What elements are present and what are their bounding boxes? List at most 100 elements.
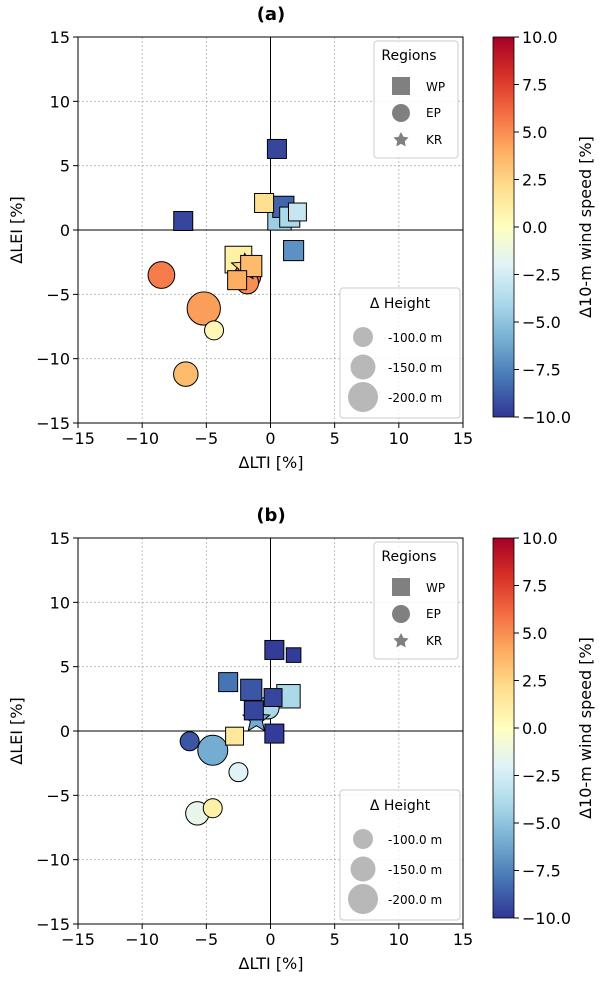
data-point-wp xyxy=(263,688,283,707)
x-tick-label: −5 xyxy=(195,429,219,448)
y-tick-label: 10 xyxy=(50,92,70,111)
legend-label-ep: EP xyxy=(426,106,441,120)
data-point-wp xyxy=(288,202,307,222)
x-tick-label: 10 xyxy=(389,930,409,949)
y-tick-label: −10 xyxy=(36,350,70,369)
legend-label-wp: WP xyxy=(426,581,445,595)
colorbar-label: Δ10-m wind speed [%] xyxy=(576,637,595,819)
x-tick-label: 15 xyxy=(453,429,473,448)
legend-star-marker xyxy=(393,132,409,147)
x-tick-labels: −15 −10 −5 0 5 10 15 xyxy=(61,924,473,949)
y-tick-label: 5 xyxy=(60,157,70,176)
legend-square-marker xyxy=(392,77,410,95)
colorbar-gradient xyxy=(492,537,515,919)
y-axis-label: ΔLEI [%] xyxy=(7,697,26,764)
data-points xyxy=(147,138,307,387)
legend-box xyxy=(373,541,459,660)
x-tick-label: −10 xyxy=(125,930,159,949)
legend-title: Regions xyxy=(381,48,436,64)
colorbar: 10.0 7.5 5.0 2.5 0.0 −2.5 −5.0 −7.5 −10.0 Δ10-m … xyxy=(492,529,595,928)
x-axis-label: ΔLTI [%] xyxy=(239,453,304,472)
x-tick-label: 0 xyxy=(265,429,275,448)
legend-label-kr: KR xyxy=(426,634,442,648)
data-point-ep xyxy=(186,291,221,326)
legend-box xyxy=(373,40,459,159)
colorbar-tick-label: 7.5 xyxy=(522,76,547,95)
colorbar-tick-label: 7.5 xyxy=(522,577,547,596)
data-point-ep xyxy=(204,320,225,341)
legend-size-label: -200.0 m xyxy=(388,391,442,405)
legend-circle-marker xyxy=(392,104,410,122)
colorbar-tick-label: 2.5 xyxy=(522,171,547,190)
data-point-wp xyxy=(240,678,263,701)
colorbar-ticks: 10.0 7.5 5.0 2.5 0.0 −2.5 −5.0 −7.5 −10.0 xyxy=(514,529,571,928)
x-tick-label: 5 xyxy=(330,429,340,448)
legend-regions: Regions WP EP KR xyxy=(373,541,459,660)
y-tick-labels: 15 10 5 0 −5 −10 −15 xyxy=(36,28,78,433)
y-tick-label: 0 xyxy=(60,221,70,240)
data-point-wp xyxy=(285,647,302,663)
legend-label-ep: EP xyxy=(426,607,441,621)
legend-title: Regions xyxy=(381,549,436,565)
legend-size-marker xyxy=(350,354,376,380)
y-tick-label: 15 xyxy=(50,529,70,548)
legend-title: Δ Height xyxy=(370,296,431,312)
colorbar-tick-label: 10.0 xyxy=(522,28,558,47)
panel-label: (b) xyxy=(256,505,285,526)
x-axis-label: ΔLTI [%] xyxy=(239,954,304,973)
legend-star-marker xyxy=(393,633,409,648)
y-axis-label: ΔLEI [%] xyxy=(7,196,26,263)
data-point-wp xyxy=(266,138,287,159)
legend-size-marker xyxy=(350,856,376,882)
panel-b: (b) −15 −10 −5 0 5 10 15 15 10 5 0 −5 −10 −15 ΔLTI [… xyxy=(7,505,595,973)
colorbar-tick-label: 0.0 xyxy=(522,719,547,738)
colorbar-tick-label: 5.0 xyxy=(522,123,547,142)
colorbar-tick-label: −10.0 xyxy=(522,909,571,928)
y-tick-label: −5 xyxy=(46,285,70,304)
data-point-wp xyxy=(173,210,194,231)
legend-size-label: -200.0 m xyxy=(388,893,442,907)
data-point-wp xyxy=(225,726,245,746)
panel-a: (a) −15 −10 −5 0 5 10 15 15 10 5 0 −5 −10 −15 ΔLTI [… xyxy=(7,4,595,472)
y-tick-label: 0 xyxy=(60,722,70,741)
legend-circle-marker xyxy=(392,605,410,623)
legend-height: Δ Height -100.0 m -150.0 m -200.0 m xyxy=(339,789,461,921)
data-point-wp xyxy=(243,700,264,721)
colorbar-tick-label: 5.0 xyxy=(522,624,547,643)
colorbar-tick-label: −5.0 xyxy=(522,313,561,332)
y-tick-label: 15 xyxy=(50,28,70,47)
y-tick-label: −15 xyxy=(36,414,70,433)
colorbar-ticks: 10.0 7.5 5.0 2.5 0.0 −2.5 −5.0 −7.5 −10.0 xyxy=(514,28,571,427)
x-tick-label: −5 xyxy=(195,930,219,949)
y-tick-label: 10 xyxy=(50,593,70,612)
legend-size-marker xyxy=(348,884,378,914)
legend-regions: Regions WP EP KR xyxy=(373,40,459,159)
legend-height: Δ Height -100.0 m -150.0 m -200.0 m xyxy=(339,287,461,419)
colorbar-tick-label: −2.5 xyxy=(522,767,561,786)
x-tick-label: −10 xyxy=(125,429,159,448)
data-point-wp xyxy=(264,639,285,660)
colorbar-tick-label: −5.0 xyxy=(522,814,561,833)
colorbar-tick-label: −7.5 xyxy=(522,361,561,380)
x-tick-label: 15 xyxy=(453,930,473,949)
x-tick-label: −15 xyxy=(61,429,95,448)
y-tick-label: −5 xyxy=(46,786,70,805)
data-point-wp xyxy=(254,192,275,213)
legend-square-marker xyxy=(392,578,410,596)
legend-size-label: -100.0 m xyxy=(388,833,442,847)
y-tick-label: −15 xyxy=(36,915,70,934)
y-tick-labels: 15 10 5 0 −5 −10 −15 xyxy=(36,529,78,934)
legend-label-wp: WP xyxy=(426,80,445,94)
x-tick-label: −15 xyxy=(61,930,95,949)
panel-label: (a) xyxy=(257,4,286,25)
legend-size-label: -100.0 m xyxy=(388,331,442,345)
x-tick-label: 10 xyxy=(389,429,409,448)
y-tick-label: −10 xyxy=(36,851,70,870)
legend-label-kr: KR xyxy=(426,133,442,147)
x-tick-labels: −15 −10 −5 0 5 10 15 xyxy=(61,423,473,448)
legend-size-label: -150.0 m xyxy=(388,361,442,375)
legend-title: Δ Height xyxy=(370,798,431,814)
colorbar-label: Δ10-m wind speed [%] xyxy=(576,136,595,318)
colorbar-tick-label: 0.0 xyxy=(522,218,547,237)
